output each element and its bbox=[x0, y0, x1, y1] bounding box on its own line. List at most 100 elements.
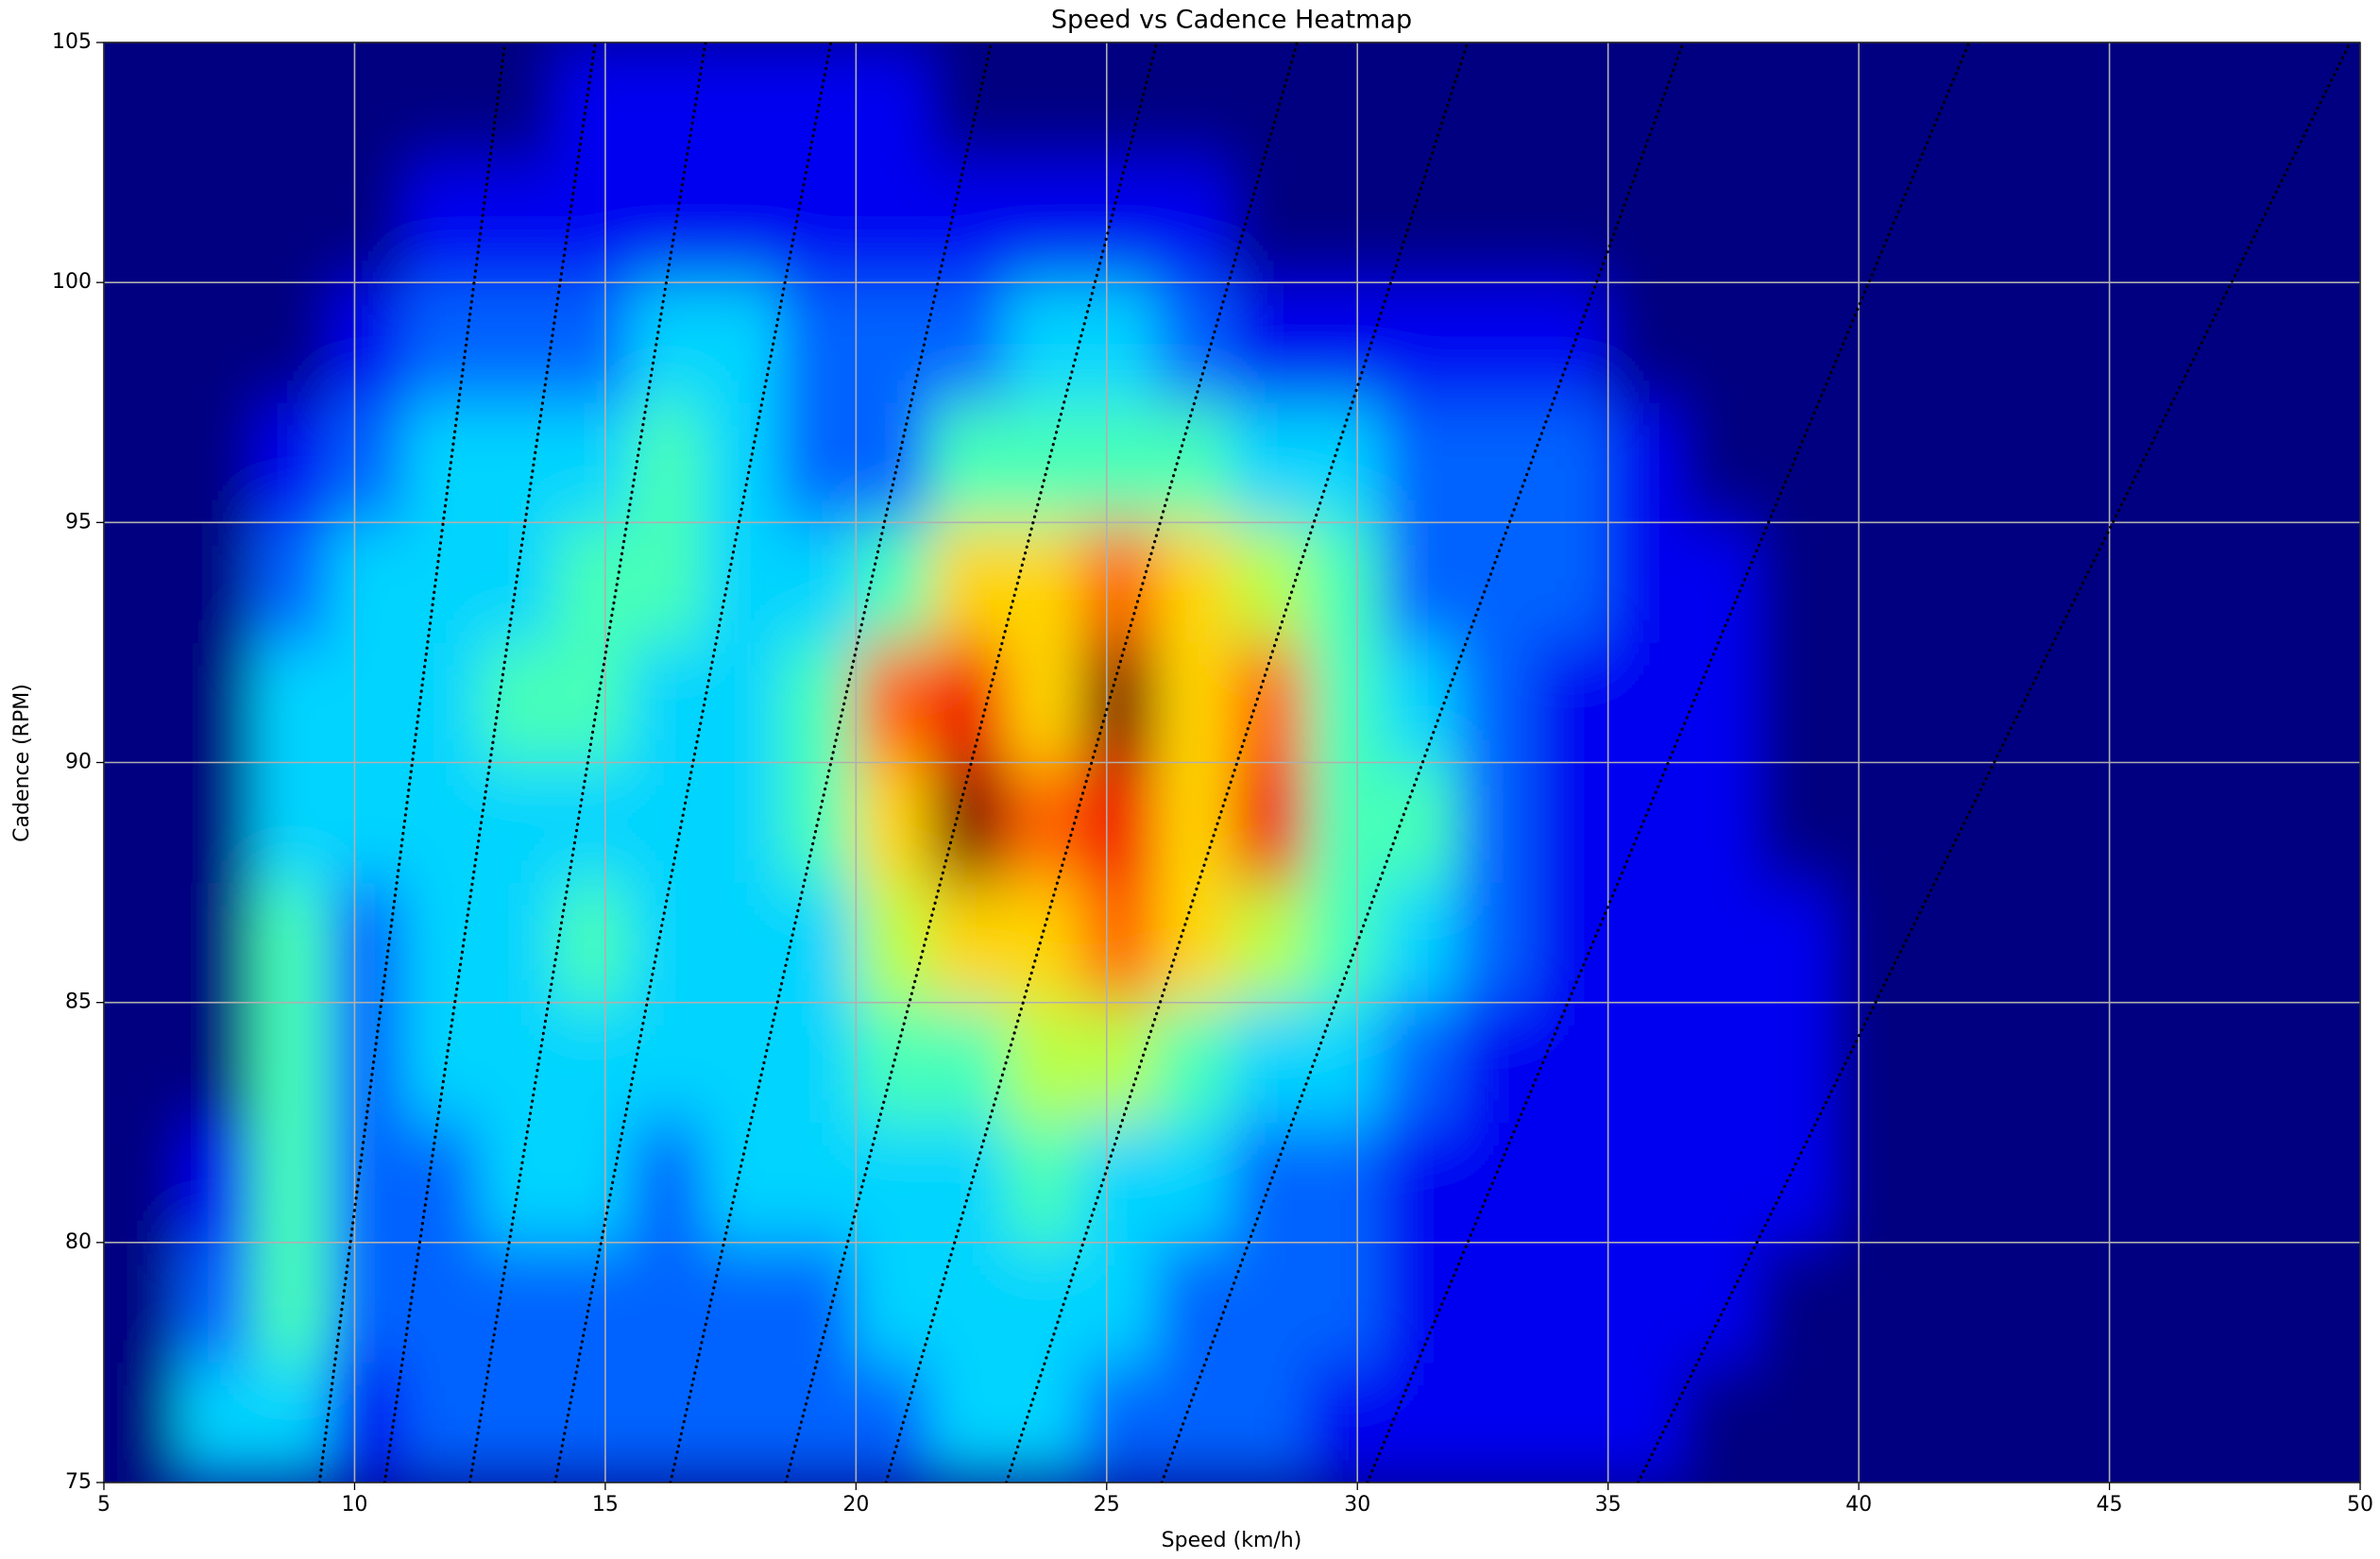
heatmap-cell bbox=[780, 882, 857, 1004]
heatmap-cell bbox=[1983, 1002, 2060, 1124]
heatmap-cell bbox=[1080, 42, 1158, 163]
gear-line bbox=[1366, 42, 1971, 1483]
heatmap-cell bbox=[404, 641, 481, 763]
heatmap-cell bbox=[1758, 1242, 1835, 1364]
heatmap-cell bbox=[855, 401, 932, 523]
x-tick-label: 35 bbox=[1595, 1493, 1622, 1517]
heatmap-cell bbox=[2209, 1002, 2286, 1124]
heatmap-cell bbox=[1532, 161, 1609, 283]
heatmap-cell bbox=[629, 762, 706, 884]
heatmap-cell bbox=[780, 161, 857, 283]
heatmap-cell bbox=[1983, 161, 2060, 283]
heatmap-cell bbox=[1682, 762, 1760, 884]
heatmap-cell bbox=[1908, 641, 1985, 763]
heatmap-cell bbox=[1983, 1242, 2060, 1364]
heatmap-cell bbox=[2209, 521, 2286, 643]
heatmap-cell bbox=[479, 762, 556, 884]
heatmap-cell bbox=[629, 401, 706, 523]
heatmap-cell bbox=[1306, 882, 1384, 1004]
heatmap-cell bbox=[1080, 161, 1158, 283]
heatmap-cell bbox=[479, 1362, 556, 1483]
heatmap-cell bbox=[1983, 641, 2060, 763]
heatmap-cell bbox=[1232, 521, 1308, 643]
x-tick-label: 25 bbox=[1094, 1493, 1120, 1517]
y-tick-label: 95 bbox=[65, 510, 92, 534]
heatmap-cell bbox=[253, 641, 331, 763]
heatmap-cell bbox=[1382, 641, 1458, 763]
heatmap-cell bbox=[1006, 161, 1082, 283]
heatmap-cell bbox=[2209, 1362, 2286, 1483]
heatmap-cell bbox=[253, 42, 331, 163]
heatmap-cell bbox=[1833, 1242, 1910, 1364]
heatmap-cell bbox=[2058, 1362, 2135, 1483]
heatmap-cell bbox=[1080, 521, 1158, 643]
heatmap-cell bbox=[479, 1002, 556, 1124]
heatmap-cell bbox=[1382, 521, 1458, 643]
heatmap-cell bbox=[1607, 641, 1684, 763]
heatmap-cell bbox=[1080, 882, 1158, 1004]
heatmap-cell bbox=[855, 641, 932, 763]
heatmap-cell bbox=[629, 641, 706, 763]
heatmap-cell bbox=[2134, 161, 2211, 283]
heatmap-cell bbox=[1532, 882, 1609, 1004]
heatmap-cell bbox=[1156, 401, 1232, 523]
heatmap-cell bbox=[855, 882, 932, 1004]
heatmap-cell bbox=[1532, 1362, 1609, 1483]
heatmap-cell bbox=[1080, 401, 1158, 523]
heatmap-cell bbox=[2284, 1242, 2360, 1364]
heatmap-cell bbox=[1532, 1122, 1609, 1244]
heatmap-cell bbox=[1682, 401, 1760, 523]
heatmap-cell bbox=[1156, 641, 1232, 763]
heatmap-cell bbox=[1232, 762, 1308, 884]
heatmap-cell bbox=[1983, 401, 2060, 523]
heatmap-cell bbox=[1833, 641, 1910, 763]
heatmap-cell bbox=[178, 1242, 255, 1364]
x-tick-label: 5 bbox=[97, 1493, 110, 1517]
heatmap-cell bbox=[104, 1002, 180, 1124]
heatmap-cell bbox=[1382, 762, 1458, 884]
heatmap-cell bbox=[629, 1122, 706, 1244]
heatmap-cell bbox=[178, 161, 255, 283]
heatmap-cell bbox=[705, 882, 782, 1004]
heatmap-cell bbox=[629, 1242, 706, 1364]
heatmap-cell bbox=[253, 401, 331, 523]
heatmap-cell bbox=[1983, 762, 2060, 884]
heatmap-cell bbox=[855, 521, 932, 643]
heatmap-cell bbox=[253, 762, 331, 884]
heatmap-cell bbox=[1456, 1122, 1534, 1244]
heatmap-cell bbox=[1232, 161, 1308, 283]
heatmap-cell bbox=[1607, 521, 1684, 643]
heatmap-cell bbox=[629, 161, 706, 283]
heatmap-cell bbox=[1532, 42, 1609, 163]
heatmap-cell bbox=[104, 641, 180, 763]
heatmap-cell bbox=[329, 641, 406, 763]
x-tick-label: 20 bbox=[842, 1493, 869, 1517]
heatmap-cell bbox=[1833, 161, 1910, 283]
heatmap-cell bbox=[855, 1002, 932, 1124]
x-tick-label: 15 bbox=[592, 1493, 619, 1517]
x-tick-label: 45 bbox=[2097, 1493, 2123, 1517]
heatmap-cell bbox=[2209, 281, 2286, 403]
heatmap-cell bbox=[2209, 1122, 2286, 1244]
heatmap-cell bbox=[780, 1122, 857, 1244]
heatmap-cell bbox=[104, 882, 180, 1004]
heatmap-cell bbox=[1232, 1242, 1308, 1364]
heatmap-cell bbox=[1006, 1122, 1082, 1244]
heatmap-cell bbox=[554, 641, 631, 763]
heatmap-cell bbox=[554, 882, 631, 1004]
heatmap-cell bbox=[2284, 161, 2360, 283]
chart-title: Speed vs Cadence Heatmap bbox=[1051, 6, 1412, 35]
heatmap-cell bbox=[2209, 762, 2286, 884]
heatmap-cell bbox=[1306, 1002, 1384, 1124]
heatmap-cell bbox=[1006, 42, 1082, 163]
heatmap-cell bbox=[1607, 1002, 1684, 1124]
gear-line bbox=[1636, 42, 2352, 1483]
heatmap-cell bbox=[1833, 521, 1910, 643]
heatmap-cell bbox=[178, 1362, 255, 1483]
x-tick-label: 10 bbox=[341, 1493, 367, 1517]
heatmap-cell bbox=[1232, 641, 1308, 763]
heatmap-cell bbox=[780, 1242, 857, 1364]
heatmap-cell bbox=[1833, 1362, 1910, 1483]
heatmap-cell bbox=[1156, 1002, 1232, 1124]
